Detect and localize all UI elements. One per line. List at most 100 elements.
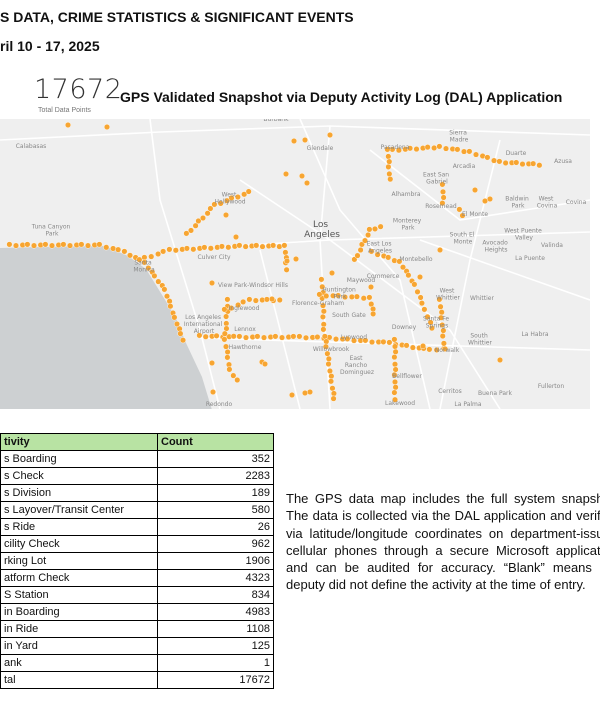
gps-point <box>207 205 214 212</box>
gps-point <box>179 337 186 344</box>
gps-point <box>392 366 399 373</box>
table-row: s Check 2283 <box>0 467 274 485</box>
gps-point <box>386 170 393 177</box>
map-place-label: Montebello <box>399 256 433 263</box>
activity-cell: in Ride <box>0 620 158 638</box>
gps-point <box>192 222 199 229</box>
gps-point <box>270 242 277 249</box>
gps-point <box>436 296 443 303</box>
gps-point <box>217 200 224 207</box>
gps-point <box>173 321 180 328</box>
activity-cell: tal <box>0 671 158 689</box>
gps-point <box>155 250 162 257</box>
gps-point <box>246 296 253 303</box>
map-place-label: Burbank <box>263 119 289 123</box>
gps-point <box>491 157 498 164</box>
gps-point <box>484 154 491 161</box>
table-row: s Boarding 352 <box>0 450 274 468</box>
gps-point <box>151 272 158 279</box>
gps-point <box>420 343 427 350</box>
gps-point <box>171 314 178 321</box>
gps-point <box>385 153 392 160</box>
activity-cell: s Ride <box>0 518 158 536</box>
gps-point <box>482 197 489 204</box>
gps-point <box>351 337 358 344</box>
map-place-label: Downey <box>392 324 417 331</box>
gps-point <box>461 148 468 155</box>
gps-point <box>31 242 38 249</box>
gps-point <box>224 197 231 204</box>
gps-point <box>126 252 133 259</box>
gps-point <box>115 246 122 253</box>
gps-point <box>283 170 290 177</box>
gps-point <box>208 360 215 367</box>
gps-point <box>360 295 367 302</box>
gps-point <box>66 242 73 249</box>
gps-point <box>438 309 445 316</box>
map-place-label: Calabasas <box>16 143 47 150</box>
count-cell: 1906 <box>157 552 274 570</box>
gps-point <box>296 333 303 340</box>
gps-point <box>49 242 56 249</box>
gps-point <box>261 334 268 341</box>
map-place-label: La Habra <box>521 331 548 338</box>
table-row: in Boarding 4983 <box>0 603 274 621</box>
gps-point <box>384 146 391 153</box>
gps-point <box>353 293 360 300</box>
gps-point <box>530 160 537 167</box>
gps-point <box>391 389 398 396</box>
gps-point <box>409 344 416 351</box>
map-place-label: Valinda <box>541 242 563 249</box>
count-cell: 189 <box>157 484 274 502</box>
gps-point <box>439 181 446 188</box>
gps-point <box>440 194 447 201</box>
map-place-label: Duarte <box>506 150 527 157</box>
gps-point <box>326 367 333 374</box>
map-place-label: Whittier <box>470 295 494 302</box>
count-cell: 1 <box>157 654 274 672</box>
gps-point <box>245 188 252 195</box>
gps-point <box>136 256 143 263</box>
gps-point <box>166 298 173 305</box>
table-row: rking Lot 1906 <box>0 552 274 570</box>
gps-point <box>392 343 399 350</box>
gps-point <box>357 246 364 253</box>
map-place-label: Los Angeles <box>304 220 340 240</box>
gps-point <box>103 244 110 251</box>
gps-point <box>513 159 520 166</box>
gps-point <box>236 333 243 340</box>
gps-point <box>263 296 270 303</box>
gps-point <box>281 242 288 249</box>
gps-point <box>196 332 203 339</box>
table-row: atform Check 4323 <box>0 569 274 587</box>
gps-point <box>302 390 309 397</box>
count-cell: 26 <box>157 518 274 536</box>
gps-point <box>328 378 335 385</box>
gps-point <box>365 231 372 238</box>
map-place-label: Bellflower <box>392 373 422 380</box>
gps-map: Calabasas Burbank Glendale Pasadena Sierra M… <box>0 119 590 409</box>
gps-point <box>226 366 233 373</box>
gps-point <box>370 310 377 317</box>
gps-point <box>167 303 174 310</box>
gps-point <box>272 333 279 340</box>
gps-point <box>362 337 369 344</box>
gps-point <box>439 200 446 207</box>
gps-point <box>407 145 414 152</box>
gps-point <box>442 345 449 352</box>
gps-point <box>372 225 379 232</box>
gps-point <box>172 247 179 254</box>
gps-point <box>84 242 91 249</box>
gps-point <box>325 361 332 368</box>
map-place-label: Willowbrook <box>313 346 350 353</box>
gps-point <box>228 194 235 201</box>
gps-point <box>279 334 286 341</box>
gps-point <box>329 385 336 392</box>
map-place-label: Avocado Heights <box>482 240 509 254</box>
gps-point <box>322 343 329 350</box>
gps-point <box>392 378 399 385</box>
gps-point <box>377 223 384 230</box>
gps-point <box>190 246 197 253</box>
table-row: S Station 834 <box>0 586 274 604</box>
gps-point <box>411 281 418 288</box>
